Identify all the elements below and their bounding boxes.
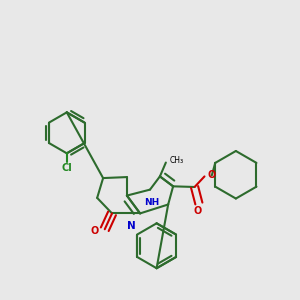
Text: NH: NH [144, 198, 159, 207]
Text: Cl: Cl [61, 163, 72, 173]
Text: O: O [193, 206, 201, 216]
Text: CH₃: CH₃ [170, 156, 184, 165]
Text: O: O [207, 170, 215, 180]
Text: N: N [127, 221, 136, 231]
Text: O: O [91, 226, 99, 236]
